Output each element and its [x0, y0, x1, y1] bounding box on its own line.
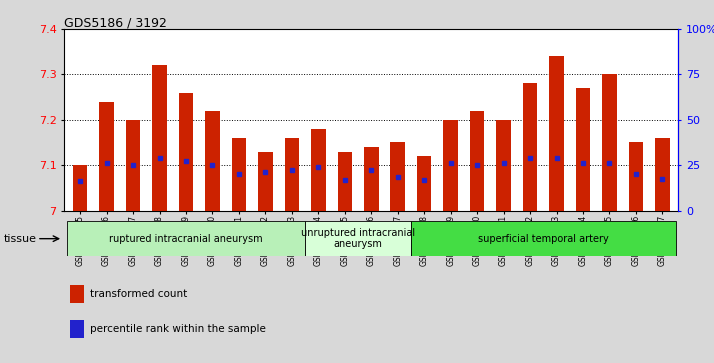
Bar: [338, 152, 352, 211]
Bar: [126, 120, 141, 211]
Bar: [443, 120, 458, 211]
Text: ruptured intracranial aneurysm: ruptured intracranial aneurysm: [109, 234, 263, 244]
Bar: [575, 88, 590, 211]
Bar: [99, 102, 114, 211]
Bar: [523, 83, 538, 211]
Text: GDS5186 / 3192: GDS5186 / 3192: [64, 16, 167, 29]
Bar: [285, 138, 299, 211]
Bar: [71, 320, 84, 338]
Bar: [417, 156, 431, 211]
Bar: [73, 165, 87, 211]
Bar: [655, 138, 670, 211]
Text: transformed count: transformed count: [90, 289, 187, 299]
Bar: [411, 221, 675, 256]
Text: tissue: tissue: [4, 234, 36, 244]
Bar: [258, 152, 273, 211]
Text: percentile rank within the sample: percentile rank within the sample: [90, 324, 266, 334]
Bar: [602, 74, 617, 211]
Bar: [549, 56, 564, 211]
Bar: [364, 147, 378, 211]
Bar: [231, 138, 246, 211]
Bar: [67, 221, 305, 256]
Bar: [391, 142, 405, 211]
Bar: [470, 111, 484, 211]
Text: unruptured intracranial
aneurysm: unruptured intracranial aneurysm: [301, 228, 415, 249]
Bar: [305, 221, 411, 256]
Bar: [152, 65, 167, 211]
Bar: [205, 111, 220, 211]
Bar: [71, 285, 84, 303]
Bar: [178, 93, 193, 211]
Bar: [496, 120, 511, 211]
Bar: [628, 142, 643, 211]
Bar: [311, 129, 326, 211]
Text: superficial temporal artery: superficial temporal artery: [478, 234, 609, 244]
